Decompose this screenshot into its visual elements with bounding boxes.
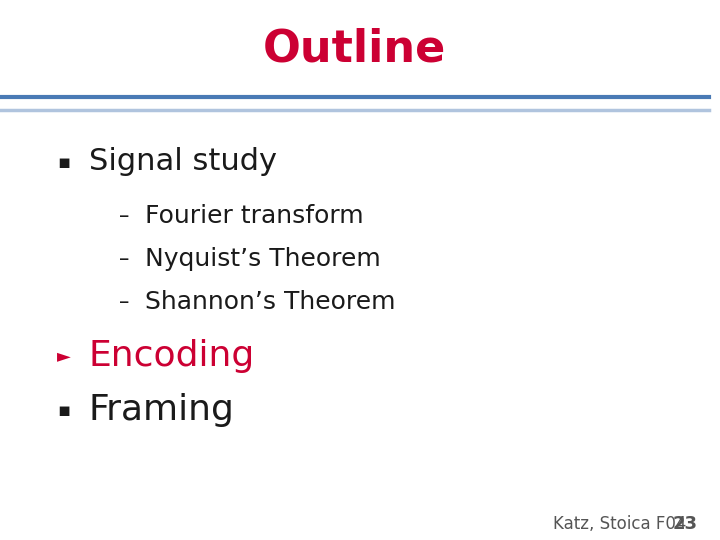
Text: Nyquist’s Theorem: Nyquist’s Theorem <box>145 247 381 271</box>
Text: Katz, Stoica F04: Katz, Stoica F04 <box>554 515 687 533</box>
Text: Shannon’s Theorem: Shannon’s Theorem <box>145 291 396 314</box>
Text: ▪: ▪ <box>57 152 71 172</box>
Text: –: – <box>119 206 130 226</box>
Text: Signal study: Signal study <box>89 147 276 177</box>
Text: Framing: Framing <box>89 394 235 427</box>
Text: –: – <box>119 249 130 269</box>
Text: ►: ► <box>57 347 71 366</box>
Text: ▪: ▪ <box>57 401 71 420</box>
Text: Outline: Outline <box>263 27 446 70</box>
Text: Encoding: Encoding <box>89 340 255 373</box>
Text: Fourier transform: Fourier transform <box>145 204 364 228</box>
Text: –: – <box>119 292 130 313</box>
Text: 23: 23 <box>672 515 698 533</box>
